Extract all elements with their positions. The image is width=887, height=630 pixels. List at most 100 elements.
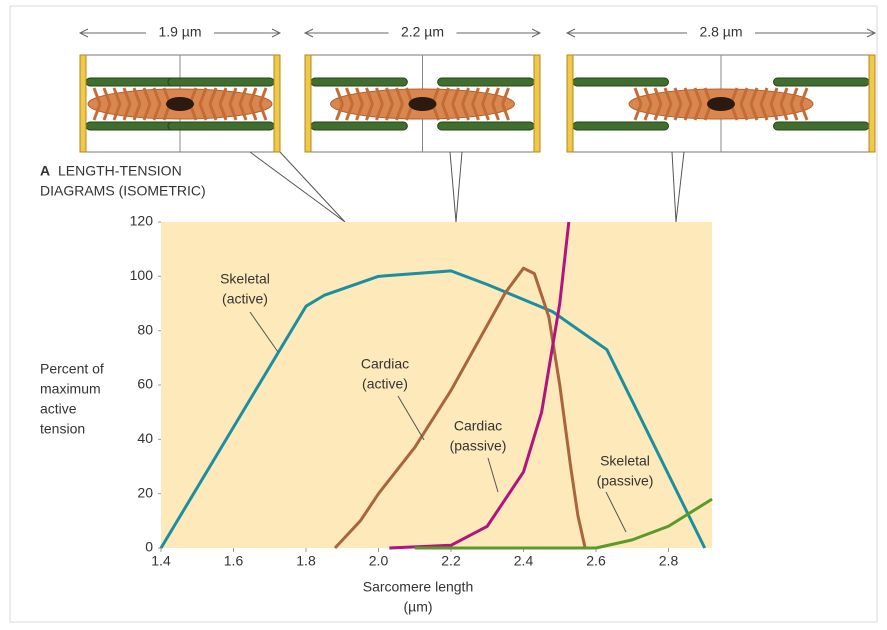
thin-filament (167, 77, 275, 87)
series-line (389, 221, 571, 550)
panel-label: A (40, 163, 50, 179)
y-tick-label: 60 (137, 376, 153, 392)
annotation-leader (397, 395, 425, 441)
x-axis-label: Sarcomere length (363, 579, 474, 595)
myosin-head (258, 87, 268, 121)
dimension-label-bg (146, 25, 214, 41)
y-tick-label: 80 (137, 321, 153, 337)
z-disc (868, 54, 876, 153)
diagram-label: 1.9 µm (158, 24, 201, 40)
x-axis-label: (µm) (403, 599, 432, 615)
y-axis-label: active (40, 401, 77, 417)
myosin-head (228, 87, 238, 121)
x-tick-label: 2.0 (369, 553, 389, 569)
myosin-head (633, 87, 643, 121)
thin-filament (167, 121, 275, 131)
myosin-head (481, 87, 490, 121)
diagram-label: 2.8 µm (699, 24, 742, 40)
myosin-head (653, 87, 663, 121)
myosin-head (152, 87, 162, 121)
y-tick-label: 20 (137, 484, 153, 500)
x-tick-label: 2.6 (586, 553, 606, 569)
z-disc (273, 54, 281, 153)
plot-background (161, 222, 712, 548)
x-tick-label: 1.4 (151, 553, 171, 569)
thin-filament (773, 121, 870, 131)
thin-filament (310, 121, 408, 131)
series-annotation: (passive) (597, 473, 654, 489)
bare-zone (408, 97, 437, 111)
y-axis-label: Percent of (40, 361, 104, 377)
myosin-head (471, 87, 480, 121)
myosin-head (132, 87, 142, 121)
myosin-head (102, 87, 112, 121)
myosin-head (799, 87, 809, 121)
myosin-head (673, 87, 683, 121)
y-tick-label: 0 (145, 539, 153, 555)
x-tick-label: 2.4 (514, 553, 534, 569)
series-annotation: Skeletal (600, 453, 650, 469)
annotation-leader (605, 491, 627, 533)
myosin-head (208, 87, 218, 121)
myosin-head (789, 87, 799, 121)
bare-zone (707, 97, 735, 111)
annotation-leader (249, 311, 279, 353)
bare-zone (166, 97, 194, 111)
chart-title: DIAGRAMS (ISOMETRIC) (40, 183, 206, 199)
diagram-label: 2.2 µm (401, 24, 444, 40)
z-disc (533, 54, 541, 153)
z-disc (566, 54, 574, 153)
x-tick-label: 1.6 (224, 553, 244, 569)
thin-filament (437, 77, 535, 87)
myosin-head (112, 87, 122, 121)
myosin-head (693, 87, 703, 121)
myosin-head (218, 87, 228, 121)
annotation-leader (487, 457, 499, 493)
x-tick-label: 2.2 (441, 553, 461, 569)
dimension-arrow (78, 28, 282, 38)
myosin-head (365, 87, 374, 121)
myosin-head (198, 87, 208, 121)
myosin-head (385, 87, 394, 121)
series-annotation: (passive) (450, 438, 507, 454)
series-line (159, 269, 707, 549)
myosin-head (355, 87, 364, 121)
myosin-head (769, 87, 779, 121)
myosin-head (441, 87, 450, 121)
myosin-head (395, 87, 404, 121)
series-annotation: Skeletal (220, 271, 270, 287)
myosin-head (749, 87, 759, 121)
myosin-head (683, 87, 693, 121)
series-line (333, 266, 587, 550)
chart-title: LENGTH-TENSION (58, 163, 182, 179)
y-axis-label: maximum (40, 381, 101, 397)
z-disc (79, 54, 87, 153)
myosin-head (491, 87, 500, 121)
myosin-head (248, 87, 258, 121)
series-line (414, 497, 713, 550)
dimension-label-bg (687, 25, 755, 41)
frame (9, 5, 878, 623)
myosin-head (122, 87, 132, 121)
myosin-head (345, 87, 354, 121)
myosin-head (759, 87, 769, 121)
z-disc (304, 54, 312, 153)
x-tick-label: 1.8 (296, 553, 316, 569)
myosin-head (142, 87, 152, 121)
myosin-head (461, 87, 470, 121)
y-tick-label: 100 (130, 267, 154, 283)
myosin-head (375, 87, 384, 121)
y-axis-label: tension (40, 421, 85, 437)
series-annotation: (active) (362, 376, 408, 392)
y-tick-label: 120 (130, 213, 154, 229)
thin-filament (310, 77, 408, 87)
series-annotation: Cardiac (361, 356, 409, 372)
thin-filament (773, 77, 870, 87)
thin-filament (572, 121, 669, 131)
dimension-arrow (565, 28, 877, 38)
myosin-head (501, 87, 510, 121)
myosin-head (335, 87, 344, 121)
thin-filament (572, 77, 669, 87)
x-tick-label: 2.8 (659, 553, 679, 569)
